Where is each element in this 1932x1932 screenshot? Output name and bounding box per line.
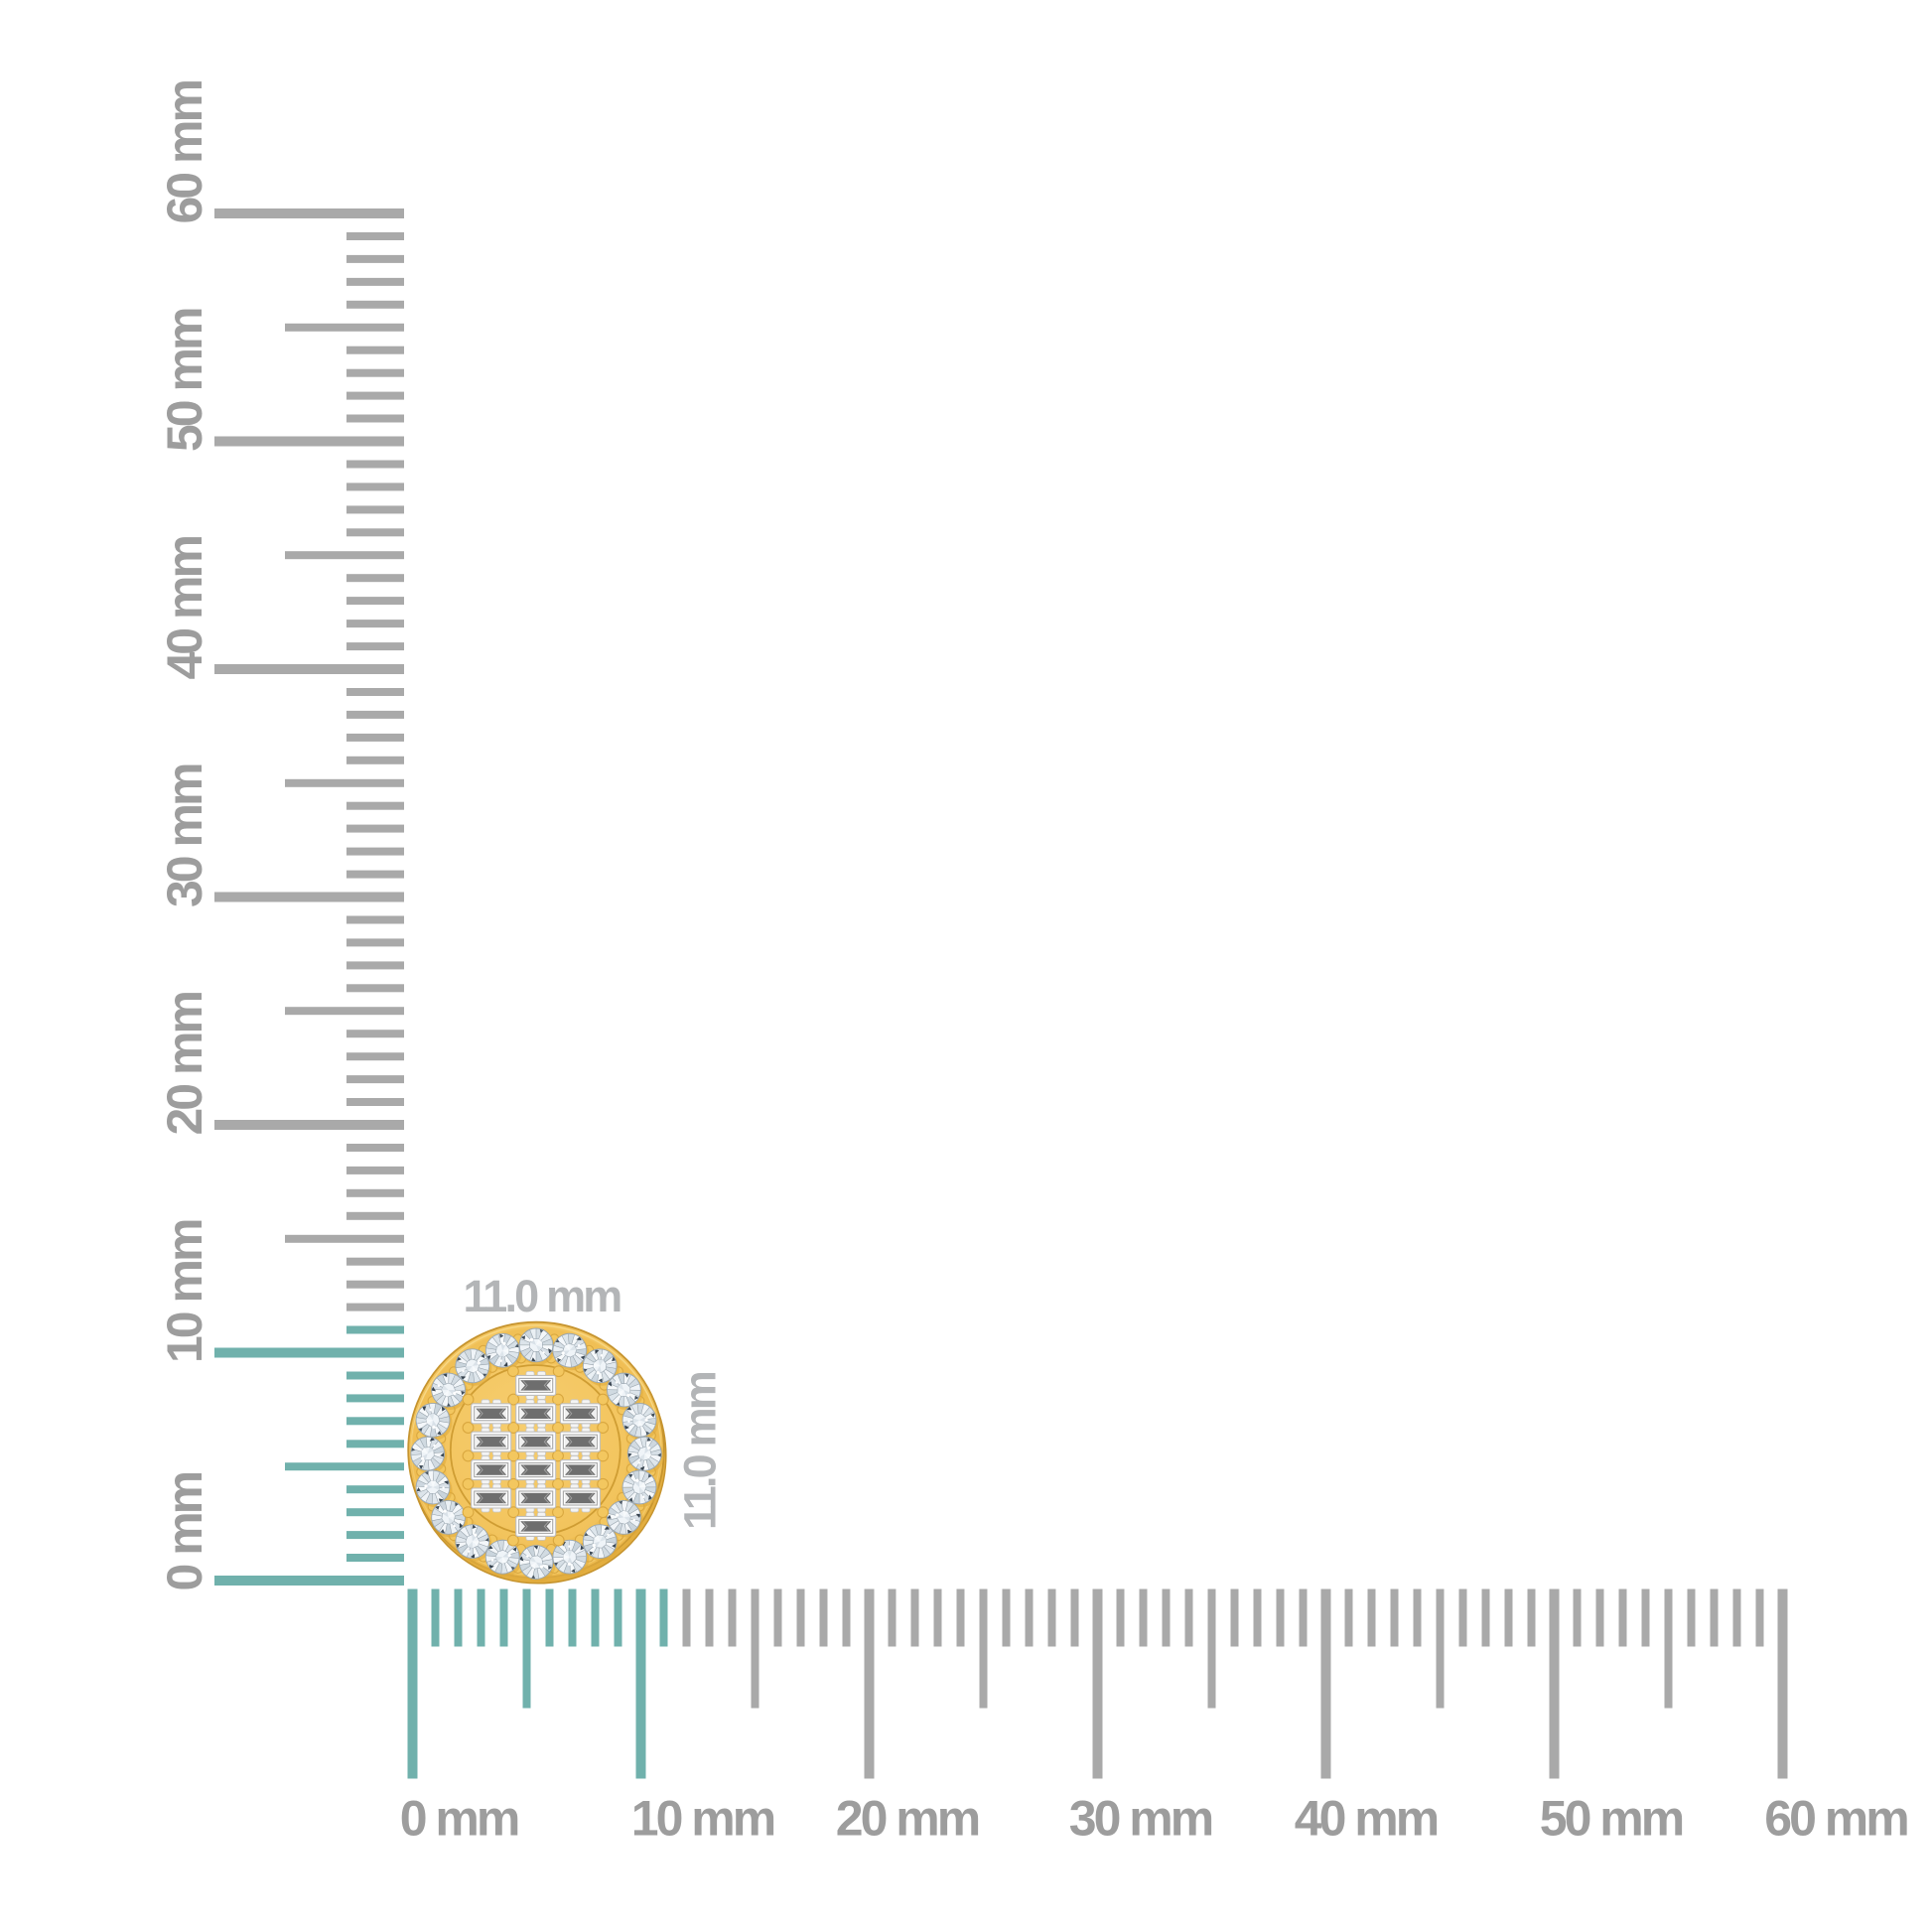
svg-text:50 mm: 50 mm — [1540, 1791, 1683, 1847]
svg-text:20 mm: 20 mm — [157, 993, 212, 1136]
svg-text:60 mm: 60 mm — [157, 81, 212, 224]
svg-text:11.0 mm: 11.0 mm — [463, 1271, 621, 1321]
svg-text:10 mm: 10 mm — [631, 1791, 774, 1847]
svg-text:60 mm: 60 mm — [1764, 1791, 1907, 1847]
svg-text:30 mm: 30 mm — [1069, 1791, 1212, 1847]
svg-text:10 mm: 10 mm — [157, 1220, 212, 1363]
svg-text:0 mm: 0 mm — [400, 1791, 518, 1847]
svg-text:40 mm: 40 mm — [157, 537, 212, 680]
svg-text:40 mm: 40 mm — [1295, 1791, 1438, 1847]
svg-text:20 mm: 20 mm — [836, 1791, 979, 1847]
svg-text:50 mm: 50 mm — [157, 309, 212, 452]
svg-text:11.0 mm: 11.0 mm — [675, 1372, 726, 1530]
svg-text:30 mm: 30 mm — [157, 764, 212, 907]
svg-text:0 mm: 0 mm — [157, 1472, 212, 1590]
